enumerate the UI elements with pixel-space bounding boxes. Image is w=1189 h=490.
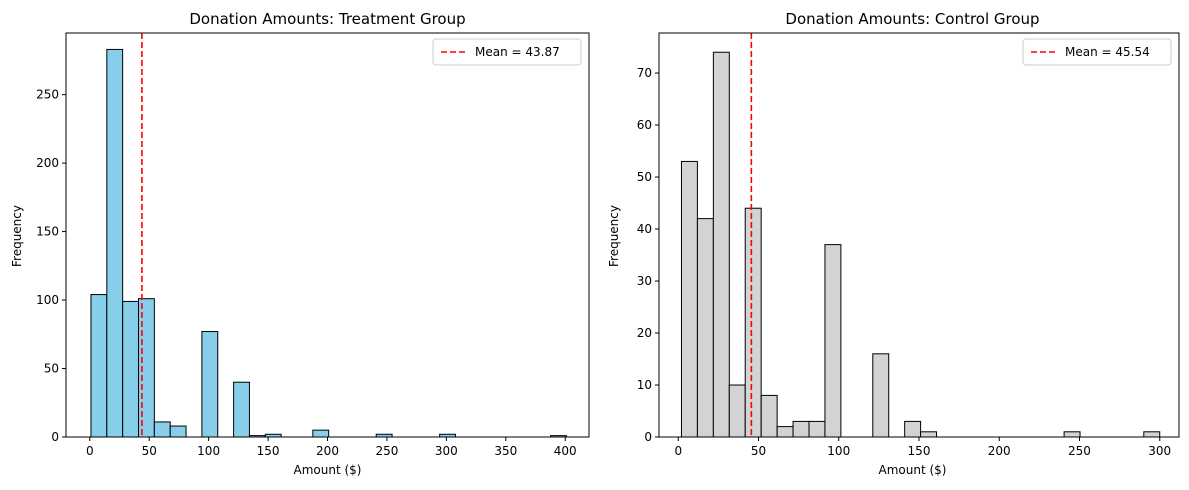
histogram-bar — [696, 218, 714, 438]
histogram-bar — [824, 244, 842, 438]
histogram-bar — [776, 426, 794, 438]
legend-box — [1022, 38, 1172, 66]
histogram-bar — [744, 207, 762, 438]
x-tick-label: 250 — [1068, 444, 1091, 458]
y-tick-label: 10 — [637, 378, 652, 392]
x-tick-label: 50 — [142, 444, 157, 458]
legend: Mean = 43.87 — [432, 38, 582, 66]
x-tick-label: 300 — [435, 444, 458, 458]
control-histogram-panel: Donation Amounts: Control Group Amount (… — [607, 10, 1180, 477]
histogram-bar — [792, 420, 810, 438]
histogram-bar — [920, 431, 938, 438]
histogram-bar — [808, 420, 826, 438]
histogram-bar — [138, 298, 155, 438]
legend-box — [432, 38, 582, 66]
histogram-bar — [1063, 431, 1081, 438]
histogram-bar — [904, 420, 922, 438]
y-tick-label: 60 — [637, 118, 652, 132]
x-tick-label: 350 — [494, 444, 517, 458]
histogram-bar — [201, 331, 219, 438]
x-tick-label: 400 — [554, 444, 577, 458]
histogram-bar — [680, 160, 698, 438]
histogram-bar — [1143, 431, 1161, 438]
legend-label: Mean = 45.54 — [1065, 45, 1150, 59]
histogram-bar — [712, 51, 730, 438]
histogram-bar — [312, 429, 330, 438]
y-tick-label: 30 — [637, 274, 652, 288]
x-tick-label: 200 — [316, 444, 339, 458]
histogram-bar — [872, 353, 890, 438]
x-tick-label: 250 — [375, 444, 398, 458]
x-tick-label: 100 — [197, 444, 220, 458]
histogram-bar — [106, 48, 124, 438]
x-tick-label: 50 — [751, 444, 766, 458]
x-tick-label: 200 — [988, 444, 1011, 458]
histogram-bar — [90, 294, 108, 438]
y-tick-label: 250 — [36, 88, 59, 102]
x-tick-label: 0 — [86, 444, 94, 458]
legend: Mean = 45.54 — [1022, 38, 1172, 66]
histogram-bar — [760, 394, 778, 438]
y-tick-label: 50 — [44, 362, 59, 376]
y-tick-label: 20 — [637, 326, 652, 340]
x-tick-label: 300 — [1148, 444, 1171, 458]
legend-label: Mean = 43.87 — [475, 45, 560, 59]
x-axis-label: Amount ($) — [294, 463, 362, 477]
y-tick-label: 200 — [36, 156, 59, 170]
histogram-bar — [153, 421, 171, 438]
chart-title: Donation Amounts: Control Group — [785, 10, 1039, 28]
histogram-bar — [169, 425, 187, 438]
y-axis-label: Frequency — [10, 205, 24, 267]
x-tick-label: 150 — [257, 444, 280, 458]
y-tick-label: 70 — [637, 66, 652, 80]
y-tick-label: 0 — [51, 430, 59, 444]
treatment-histogram-panel: Donation Amounts: Treatment Group Amount… — [10, 10, 590, 477]
histogram-bar — [233, 381, 250, 438]
y-tick-label: 50 — [637, 170, 652, 184]
chart-title: Donation Amounts: Treatment Group — [189, 10, 465, 28]
y-tick-label: 0 — [644, 430, 652, 444]
x-tick-label: 0 — [674, 444, 682, 458]
y-tick-label: 100 — [36, 293, 59, 307]
x-tick-label: 150 — [908, 444, 931, 458]
x-axis-label: Amount ($) — [879, 463, 947, 477]
y-tick-label: 40 — [637, 222, 652, 236]
histogram-bar — [728, 384, 746, 438]
y-axis-label: Frequency — [607, 205, 621, 267]
histogram-bar — [122, 300, 140, 438]
y-tick-label: 150 — [36, 225, 59, 239]
x-tick-label: 100 — [827, 444, 850, 458]
